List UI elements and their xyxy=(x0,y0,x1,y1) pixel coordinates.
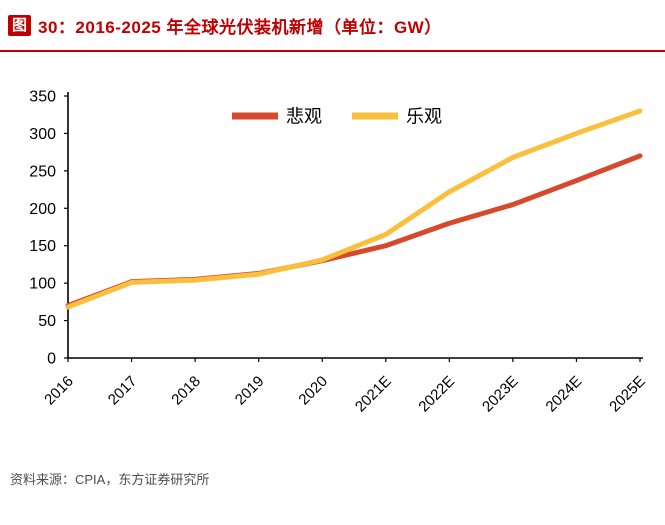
chart-title: 30：2016-2025 年全球光伏装机新增（单位：GW） xyxy=(38,18,442,37)
series-line-1 xyxy=(65,108,643,310)
figure-badge: 图 xyxy=(8,15,32,36)
x-tick-label: 2019 xyxy=(232,373,268,409)
x-tick-label: 2016 xyxy=(41,373,77,409)
x-tick-label: 2017 xyxy=(105,373,141,409)
x-tick-label: 2018 xyxy=(168,373,204,409)
y-tick-label: 300 xyxy=(29,126,56,143)
legend-label-1: 乐观 xyxy=(406,107,442,127)
y-tick-label: 350 xyxy=(29,89,56,106)
y-tick-label: 50 xyxy=(38,313,56,330)
chart-canvas: 0 50 100 150 200 250 300 350 2016 2017 2018 2019 202… xyxy=(29,89,649,416)
x-tick-label: 2024E xyxy=(543,373,586,416)
x-tick-label: 2020 xyxy=(295,373,331,409)
y-tick-label: 250 xyxy=(29,163,56,180)
y-tick-label: 150 xyxy=(29,238,56,255)
chart-header: 图 30：2016-2025 年全球光伏装机新增（单位：GW） xyxy=(0,0,665,52)
y-tick-label: 100 xyxy=(29,276,56,293)
x-tick-label: 2025E xyxy=(606,373,649,416)
x-tick-label: 2021E xyxy=(352,373,395,416)
source-note: 资料来源：CPIA，东方证券研究所 xyxy=(10,472,210,487)
y-tick-label: 0 xyxy=(47,351,56,368)
y-tick-label: 200 xyxy=(29,201,56,218)
legend-label-0: 悲观 xyxy=(286,107,322,127)
line-chart: 0 50 100 150 200 250 300 350 2016 2017 2018 2019 202… xyxy=(0,56,665,453)
x-tick-label: 2022E xyxy=(415,373,458,416)
x-tick-label: 2023E xyxy=(479,373,522,416)
